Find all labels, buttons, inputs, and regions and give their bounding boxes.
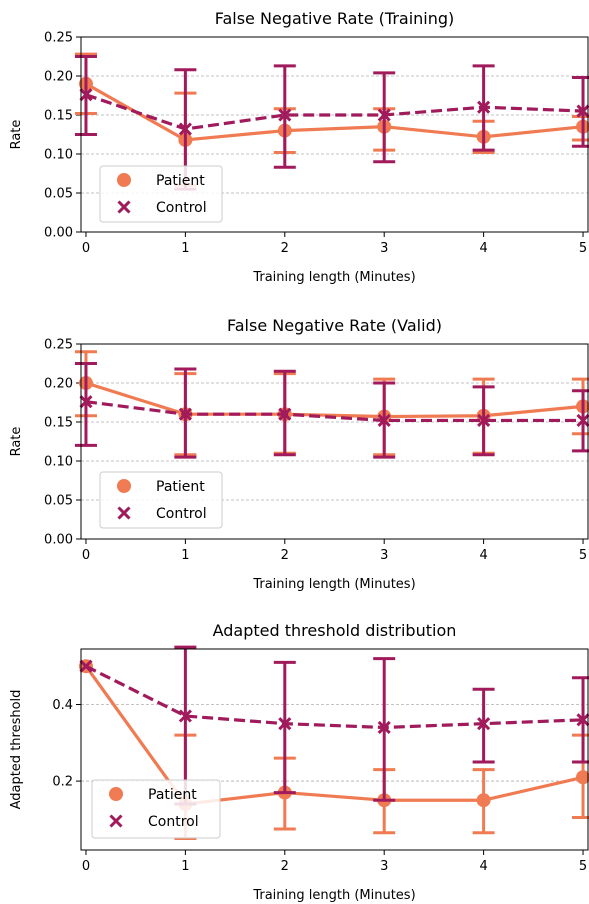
x-tick-label: 2	[281, 241, 289, 256]
x-tick-label: 3	[380, 241, 388, 256]
x-axis-label: Training length (Minutes)	[252, 270, 415, 285]
data-point	[576, 770, 589, 784]
y-tick-label: 0.20	[44, 70, 73, 85]
chart-title: False Negative Rate (Valid)	[227, 316, 442, 335]
x-tick-label: 2	[281, 859, 289, 874]
x-tick-label: 5	[579, 859, 587, 874]
series-line	[86, 383, 583, 417]
y-tick-label: 0.25	[44, 31, 73, 46]
legend-marker	[109, 787, 123, 801]
series-line	[86, 402, 583, 421]
y-tick-label: 0.15	[44, 109, 73, 124]
x-tick-label: 4	[479, 859, 487, 874]
x-tick-label: 3	[380, 859, 388, 874]
x-tick-label: 2	[281, 548, 289, 563]
x-axis-label: Training length (Minutes)	[252, 888, 415, 903]
y-tick-label: 0.00	[44, 533, 73, 548]
y-tick-label: 0.15	[44, 416, 73, 431]
x-tick-label: 1	[181, 859, 189, 874]
y-tick-label: 0.10	[44, 455, 73, 470]
y-tick-label: 0.10	[44, 148, 73, 163]
chart-panel-1: False Negative Rate (Training) 0.00 0.05 0.…	[9, 9, 589, 285]
series-patient	[75, 352, 589, 455]
y-axis-label: Rate	[9, 120, 24, 150]
chart-panel-3: Adapted threshold distribution 0.2 0.4 0 1 2 3…	[9, 621, 589, 903]
legend: Patient Control	[92, 780, 220, 838]
series-line	[86, 84, 583, 140]
legend: Patient Control	[100, 166, 222, 222]
series-line	[86, 95, 583, 129]
x-tick-label: 0	[82, 859, 90, 874]
y-tick-label: 0.4	[52, 698, 73, 713]
x-tick-label: 5	[579, 241, 587, 256]
y-tick-label: 0.25	[44, 338, 73, 353]
legend-label: Control	[148, 814, 199, 830]
chart-title: False Negative Rate (Training)	[215, 9, 455, 28]
x-tick-label: 5	[579, 548, 587, 563]
legend-label: Patient	[156, 479, 205, 495]
legend-marker	[117, 173, 131, 187]
y-tick-label: 0.00	[44, 226, 73, 241]
chart-panel-2: False Negative Rate (Valid) 0.00 0.05 0.10 0…	[9, 316, 589, 592]
y-axis-label: Adapted threshold	[9, 690, 24, 810]
legend-label: Control	[156, 200, 207, 216]
x-tick-label: 1	[181, 548, 189, 563]
series-control	[75, 364, 589, 458]
x-tick-label: 4	[479, 548, 487, 563]
legend-label: Patient	[148, 787, 197, 803]
legend-label: Control	[156, 506, 207, 522]
y-tick-label: 0.2	[52, 775, 73, 790]
y-tick-label: 0.05	[44, 494, 73, 509]
x-tick-label: 1	[181, 241, 189, 256]
x-tick-label: 3	[380, 548, 388, 563]
x-axis-label: Training length (Minutes)	[252, 577, 415, 592]
x-tick-label: 4	[479, 241, 487, 256]
series-line	[86, 666, 583, 727]
x-tick-label: 0	[82, 548, 90, 563]
y-axis-label: Rate	[9, 427, 24, 457]
chart-title: Adapted threshold distribution	[213, 621, 457, 640]
legend: Patient Control	[100, 472, 222, 528]
data-point	[477, 793, 491, 807]
y-tick-label: 0.05	[44, 187, 73, 202]
legend-marker	[117, 479, 131, 493]
y-tick-label: 0.20	[44, 377, 73, 392]
x-tick-label: 0	[82, 241, 90, 256]
legend-label: Patient	[156, 173, 205, 189]
